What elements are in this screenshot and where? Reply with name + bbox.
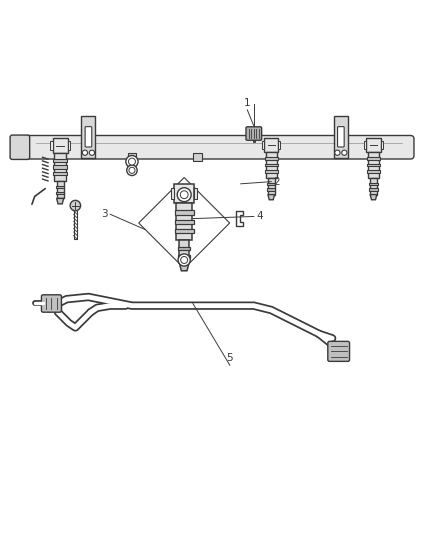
Polygon shape <box>370 195 377 200</box>
Text: 5: 5 <box>226 353 233 363</box>
Bar <box>194 188 197 199</box>
Bar <box>56 192 64 194</box>
Bar <box>265 170 278 173</box>
Bar <box>265 157 278 160</box>
Bar <box>264 138 278 152</box>
FancyBboxPatch shape <box>328 341 350 361</box>
Circle shape <box>180 191 188 199</box>
Circle shape <box>128 158 135 165</box>
Polygon shape <box>57 198 64 204</box>
Circle shape <box>335 150 340 155</box>
Bar <box>262 141 264 149</box>
Circle shape <box>181 256 187 263</box>
Bar <box>56 186 64 188</box>
Circle shape <box>178 254 190 266</box>
FancyBboxPatch shape <box>24 135 414 159</box>
Bar <box>267 154 276 161</box>
FancyBboxPatch shape <box>42 295 61 312</box>
Bar <box>53 172 67 175</box>
Bar <box>53 159 67 161</box>
Bar <box>265 164 278 166</box>
Bar <box>54 154 66 181</box>
Bar <box>278 141 280 149</box>
Circle shape <box>82 150 88 155</box>
Bar <box>127 154 136 161</box>
Bar <box>57 181 64 198</box>
Bar <box>369 189 378 191</box>
Polygon shape <box>268 195 275 200</box>
Bar <box>369 183 378 185</box>
FancyBboxPatch shape <box>338 127 344 147</box>
Bar <box>177 204 192 240</box>
Circle shape <box>342 150 347 155</box>
Text: 4: 4 <box>256 212 263 221</box>
Text: 2: 2 <box>273 176 280 187</box>
Circle shape <box>126 156 138 168</box>
Bar <box>370 178 377 195</box>
Bar <box>268 178 275 195</box>
Bar <box>175 220 194 224</box>
Bar <box>53 165 67 168</box>
Bar <box>267 189 276 191</box>
Bar <box>67 141 70 150</box>
Circle shape <box>89 150 95 155</box>
Bar <box>174 183 194 204</box>
Circle shape <box>70 200 81 211</box>
Text: 3: 3 <box>101 209 108 219</box>
Text: 1: 1 <box>244 98 251 108</box>
Bar <box>367 138 381 152</box>
Circle shape <box>127 165 137 175</box>
FancyBboxPatch shape <box>85 127 92 147</box>
Bar <box>180 240 189 263</box>
Bar <box>50 141 53 150</box>
Bar <box>367 164 380 166</box>
Polygon shape <box>180 263 189 271</box>
Bar <box>267 183 276 185</box>
Bar <box>175 211 194 215</box>
FancyBboxPatch shape <box>10 135 30 159</box>
Bar <box>381 141 383 149</box>
Bar <box>368 152 379 178</box>
FancyBboxPatch shape <box>246 127 261 140</box>
Bar <box>334 116 348 158</box>
Bar <box>81 116 95 158</box>
Circle shape <box>177 188 191 201</box>
Bar <box>364 141 367 149</box>
Bar <box>367 170 380 173</box>
Bar <box>53 139 67 154</box>
Bar <box>266 152 277 178</box>
Bar <box>178 247 190 250</box>
Bar <box>178 255 190 258</box>
Bar <box>193 154 201 161</box>
Bar <box>171 188 174 199</box>
Bar <box>367 157 380 160</box>
Bar <box>175 229 194 233</box>
Circle shape <box>129 167 135 173</box>
